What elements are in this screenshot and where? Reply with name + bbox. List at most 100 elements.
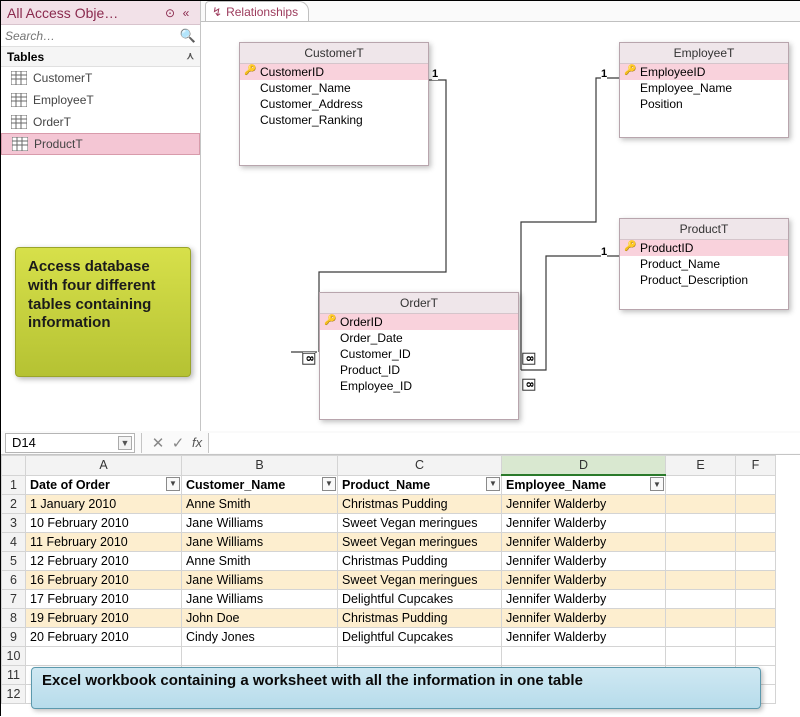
tables-group-header[interactable]: Tables ⋏ (1, 47, 200, 67)
sidebar-item-customert[interactable]: CustomerT (1, 67, 200, 89)
name-box[interactable]: D14 ▼ (5, 433, 135, 453)
row-header[interactable]: 10 (2, 647, 26, 666)
filter-dropdown-icon[interactable]: ▼ (650, 477, 664, 491)
cell[interactable]: Jennifer Walderby (502, 628, 666, 647)
nav-pane-header[interactable]: All Access Obje… ⊙ « (1, 1, 200, 25)
cell[interactable]: Jennifer Walderby (502, 571, 666, 590)
entity-pk-field[interactable]: EmployeeID (620, 64, 788, 80)
cell[interactable]: Delightful Cupcakes (338, 590, 502, 609)
row-header[interactable]: 12 (2, 685, 26, 704)
enter-icon[interactable]: ✓ (168, 434, 188, 452)
entity-field[interactable]: Employee_ID (320, 378, 518, 394)
row-header[interactable]: 3 (2, 514, 26, 533)
cell[interactable]: 1 January 2010 (26, 495, 182, 514)
cell[interactable]: Sweet Vegan meringues (338, 571, 502, 590)
filter-dropdown-icon[interactable]: ▼ (322, 477, 336, 491)
cell[interactable]: Sweet Vegan meringues (338, 533, 502, 552)
cell[interactable] (502, 647, 666, 666)
cell[interactable] (736, 609, 776, 628)
row-header[interactable]: 11 (2, 666, 26, 685)
cell[interactable]: 10 February 2010 (26, 514, 182, 533)
cell[interactable] (666, 571, 736, 590)
cell[interactable]: Sweet Vegan meringues (338, 514, 502, 533)
cell[interactable] (666, 475, 736, 495)
entity-customer[interactable]: CustomerTCustomerIDCustomer_NameCustomer… (239, 42, 429, 166)
cell[interactable] (666, 514, 736, 533)
column-header-A[interactable]: A (26, 456, 182, 476)
cell[interactable]: Cindy Jones (182, 628, 338, 647)
cell[interactable] (666, 552, 736, 571)
row-header[interactable]: 6 (2, 571, 26, 590)
entity-product[interactable]: ProductTProductIDProduct_NameProduct_Des… (619, 218, 789, 310)
entity-field[interactable]: Customer_ID (320, 346, 518, 362)
entity-employee[interactable]: EmployeeTEmployeeIDEmployee_NamePosition (619, 42, 789, 138)
cell[interactable]: Christmas Pudding (338, 609, 502, 628)
fx-label[interactable]: fx (192, 435, 202, 450)
table-header-cell[interactable]: Employee_Name▼ (502, 475, 666, 495)
relationships-tab[interactable]: ↯ Relationships (205, 1, 309, 21)
cell[interactable]: Jennifer Walderby (502, 514, 666, 533)
cell[interactable] (736, 647, 776, 666)
search-icon[interactable]: 🔍 (180, 28, 196, 44)
cell[interactable]: Anne Smith (182, 552, 338, 571)
table-header-cell[interactable]: Customer_Name▼ (182, 475, 338, 495)
cell[interactable]: Jennifer Walderby (502, 590, 666, 609)
nav-chevron-icon[interactable]: « (178, 6, 194, 20)
cell[interactable] (666, 495, 736, 514)
entity-field[interactable]: Product_Name (620, 256, 788, 272)
row-header[interactable]: 5 (2, 552, 26, 571)
cell[interactable] (736, 475, 776, 495)
cell[interactable] (182, 647, 338, 666)
formula-input[interactable] (208, 433, 800, 453)
row-header[interactable]: 4 (2, 533, 26, 552)
cell[interactable] (666, 628, 736, 647)
entity-field[interactable]: Order_Date (320, 330, 518, 346)
entity-pk-field[interactable]: ProductID (620, 240, 788, 256)
cell[interactable] (26, 647, 182, 666)
entity-field[interactable]: Position (620, 96, 788, 112)
entity-field[interactable]: Employee_Name (620, 80, 788, 96)
cell[interactable]: 19 February 2010 (26, 609, 182, 628)
entity-field[interactable]: Customer_Ranking (240, 112, 428, 128)
cell[interactable] (666, 590, 736, 609)
cell[interactable]: Jennifer Walderby (502, 495, 666, 514)
entity-field[interactable]: Customer_Address (240, 96, 428, 112)
row-header[interactable]: 7 (2, 590, 26, 609)
cell[interactable]: Jennifer Walderby (502, 609, 666, 628)
cell[interactable]: Christmas Pudding (338, 552, 502, 571)
column-header-D[interactable]: D (502, 456, 666, 476)
search-input[interactable] (5, 29, 180, 43)
collapse-caret-icon[interactable]: ⋏ (187, 51, 194, 62)
entity-order[interactable]: OrderTOrderIDOrder_DateCustomer_IDProduc… (319, 292, 519, 420)
cell[interactable]: Anne Smith (182, 495, 338, 514)
entity-pk-field[interactable]: CustomerID (240, 64, 428, 80)
cell[interactable]: 11 February 2010 (26, 533, 182, 552)
column-header-E[interactable]: E (666, 456, 736, 476)
cell[interactable]: Jane Williams (182, 533, 338, 552)
cell[interactable]: Jane Williams (182, 571, 338, 590)
cell[interactable] (736, 495, 776, 514)
column-header-F[interactable]: F (736, 456, 776, 476)
cell[interactable]: 17 February 2010 (26, 590, 182, 609)
cell[interactable]: 12 February 2010 (26, 552, 182, 571)
cell[interactable]: 20 February 2010 (26, 628, 182, 647)
cell[interactable] (666, 647, 736, 666)
row-header[interactable]: 8 (2, 609, 26, 628)
cell[interactable] (338, 647, 502, 666)
filter-dropdown-icon[interactable]: ▼ (486, 477, 500, 491)
cell[interactable]: Jennifer Walderby (502, 533, 666, 552)
entity-field[interactable]: Product_ID (320, 362, 518, 378)
cell[interactable]: Jennifer Walderby (502, 552, 666, 571)
column-header-B[interactable]: B (182, 456, 338, 476)
table-header-cell[interactable]: Date of Order▼ (26, 475, 182, 495)
row-header[interactable]: 9 (2, 628, 26, 647)
select-all-cell[interactable] (2, 456, 26, 476)
cell[interactable]: Christmas Pudding (338, 495, 502, 514)
cell[interactable]: 16 February 2010 (26, 571, 182, 590)
entity-pk-field[interactable]: OrderID (320, 314, 518, 330)
table-header-cell[interactable]: Product_Name▼ (338, 475, 502, 495)
entity-field[interactable]: Customer_Name (240, 80, 428, 96)
row-header[interactable]: 1 (2, 475, 26, 495)
sidebar-item-productt[interactable]: ProductT (1, 133, 200, 155)
cell[interactable] (736, 628, 776, 647)
